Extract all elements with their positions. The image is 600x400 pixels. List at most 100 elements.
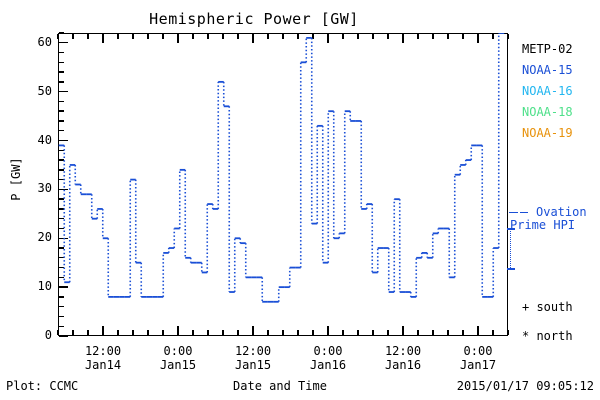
x-tick-time: 12:00 [384, 344, 422, 358]
x-tick-top-37.5 [432, 34, 434, 39]
x-tick-top-43.5 [492, 34, 494, 39]
x-axis-label: Date and Time [233, 379, 327, 393]
x-tick-top-21.0 [267, 34, 269, 39]
plot-frame [58, 33, 508, 336]
y-tick-16 [59, 257, 64, 259]
legend-marker-south[interactable]: + south [522, 300, 573, 314]
legend-item-noaa-18[interactable]: NOAA-18 [522, 105, 573, 119]
ovation-legend-dash-1 [509, 212, 518, 214]
x-tick-top-0.0 [57, 34, 59, 39]
x-tick-top-22.5 [282, 34, 284, 39]
x-tick-date: Jan17 [459, 358, 497, 372]
y-tick-46 [59, 110, 64, 112]
data-series-layer [58, 33, 505, 303]
x-tick-27.0 [327, 326, 329, 335]
x-tick-12.0 [177, 326, 179, 335]
x-tick-top-7.5 [132, 34, 134, 39]
x-tick-33.0 [387, 330, 389, 335]
y-tick-38 [59, 149, 64, 151]
x-tick-24.0 [297, 330, 299, 335]
y-tick-4 [59, 315, 64, 318]
y-tick-label-30: 30 [37, 181, 52, 196]
x-tick-top-19.5 [252, 34, 254, 43]
x-tick-date: Jan16 [309, 358, 347, 372]
y-tick-24 [59, 218, 64, 220]
page-title: Hemispheric Power [GW] [149, 10, 359, 28]
x-tick-top-13.5 [192, 34, 194, 39]
x-tick-top-45.0 [507, 34, 509, 39]
footer-timestamp: 2015/01/17 09:05:12 [456, 379, 594, 393]
x-tick-37.5 [432, 330, 434, 335]
x-tick-label-5: 0:00 Jan17 [438, 344, 518, 372]
y-tick-10 [59, 286, 68, 288]
y-tick-6 [59, 305, 64, 308]
ovation-sample-cap-top [507, 228, 515, 230]
y-tick-0 [59, 335, 68, 337]
legend-item-ovation-prime-hpi[interactable]: Ovation Prime HPI [510, 206, 587, 232]
x-tick-top-25.5 [312, 34, 314, 39]
x-tick-25.5 [312, 330, 314, 335]
x-tick-top-34.5 [402, 34, 404, 43]
y-tick-36 [59, 159, 64, 161]
y-tick-28 [59, 198, 64, 200]
x-tick-4.5 [102, 326, 104, 335]
x-tick-39.0 [447, 330, 449, 335]
x-tick-label-1: 0:00 Jan15 [138, 344, 218, 372]
y-tick-2 [59, 325, 64, 327]
x-tick-label-3: 0:00 Jan16 [288, 344, 368, 372]
x-tick-top-1.5 [72, 34, 74, 39]
x-tick-top-6.0 [117, 34, 119, 39]
legend-item-noaa-16[interactable]: NOAA-16 [522, 84, 573, 98]
x-tick-1.5 [72, 330, 74, 335]
y-tick-label-20: 20 [37, 230, 52, 245]
x-tick-top-39.0 [447, 34, 449, 39]
x-tick-top-12.0 [177, 34, 179, 43]
legend-item-metp-02[interactable]: METP-02 [522, 42, 573, 56]
y-tick-14 [59, 266, 64, 269]
x-tick-time: 0:00 [463, 344, 493, 358]
legend-item-noaa-19[interactable]: NOAA-19 [522, 126, 573, 140]
x-tick-top-4.5 [102, 34, 104, 43]
y-tick-60 [59, 42, 68, 44]
y-tick-54 [59, 71, 64, 73]
x-tick-40.5 [462, 330, 464, 335]
y-tick-label-0: 0 [44, 328, 52, 342]
x-tick-28.5 [342, 330, 344, 335]
x-tick-time: 0:00 [163, 344, 193, 358]
x-tick-top-24.0 [297, 34, 299, 39]
y-tick-52 [59, 81, 64, 83]
x-tick-34.5 [402, 326, 404, 335]
x-tick-18.0 [237, 330, 239, 335]
ovation-legend-dash-2 [520, 212, 528, 214]
x-tick-time: 0:00 [313, 344, 343, 358]
legend-marker-north[interactable]: * north [522, 329, 573, 343]
y-tick-12 [59, 276, 64, 279]
y-tick-42 [59, 130, 64, 132]
y-tick-40 [59, 139, 68, 142]
y-tick-34 [59, 169, 64, 171]
ovation-label-line2: Prime HPI [510, 218, 576, 232]
x-tick-time: 12:00 [234, 344, 272, 358]
x-tick-top-15.0 [207, 34, 209, 39]
x-tick-top-27.0 [327, 34, 329, 43]
x-tick-date: Jan15 [234, 358, 272, 372]
x-tick-date: Jan14 [84, 358, 122, 372]
footer-plot-source: Plot: CCMC [6, 379, 79, 393]
x-tick-0.0 [57, 330, 59, 335]
x-tick-15.0 [207, 330, 209, 335]
y-tick-50 [59, 90, 68, 93]
x-tick-21.0 [267, 330, 269, 335]
x-tick-19.5 [252, 326, 254, 335]
x-tick-top-28.5 [342, 34, 344, 39]
y-tick-58 [59, 51, 64, 54]
y-tick-30 [59, 188, 68, 191]
ovation-sample-line [510, 228, 513, 268]
y-tick-22 [59, 227, 64, 230]
x-tick-time: 12:00 [84, 344, 122, 358]
x-tick-top-30.0 [357, 34, 359, 39]
y-tick-32 [59, 178, 64, 181]
legend-item-noaa-15[interactable]: NOAA-15 [522, 63, 573, 77]
x-tick-label-0: 12:00 Jan14 [63, 344, 143, 372]
x-tick-top-3.0 [87, 34, 89, 39]
x-tick-16.5 [222, 330, 224, 335]
